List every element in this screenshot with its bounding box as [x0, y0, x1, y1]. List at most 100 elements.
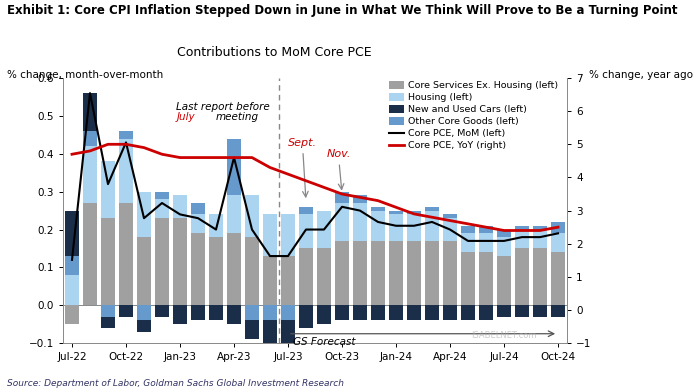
Legend: Core Services Ex. Housing (left), Housing (left), New and Used Cars (left), Othe: Core Services Ex. Housing (left), Housin…	[386, 78, 562, 154]
Text: Contributions to MoM Core PCE: Contributions to MoM Core PCE	[177, 46, 372, 59]
Bar	[119, 131, 133, 138]
Text: Sept.: Sept.	[288, 138, 317, 197]
Bar	[281, 215, 295, 256]
Bar	[407, 211, 421, 215]
Bar	[245, 237, 259, 305]
Text: July: July	[176, 112, 195, 122]
Bar	[191, 203, 204, 214]
Bar	[281, 305, 295, 321]
Text: ISABELNET.com: ISABELNET.com	[471, 331, 537, 340]
Bar	[155, 305, 169, 317]
Text: Exhibit 1: Core CPI Inflation Stepped Down in June in What We Think Will Prove t: Exhibit 1: Core CPI Inflation Stepped Do…	[7, 4, 678, 17]
Bar	[533, 248, 547, 305]
Bar	[443, 215, 456, 218]
Bar	[480, 305, 493, 321]
Bar	[497, 230, 511, 237]
Bar	[407, 241, 421, 305]
Bar	[317, 211, 330, 248]
Bar	[245, 305, 259, 321]
Bar	[228, 138, 241, 195]
Bar	[83, 203, 97, 305]
Bar	[155, 191, 169, 199]
Text: % change, month-over-month: % change, month-over-month	[7, 70, 163, 80]
Bar	[389, 211, 402, 215]
Bar	[65, 256, 78, 275]
Bar	[209, 215, 223, 237]
Bar	[354, 195, 367, 203]
Bar	[533, 230, 547, 248]
Bar	[497, 305, 511, 317]
Bar	[533, 226, 547, 230]
Bar	[102, 317, 115, 328]
Bar	[209, 305, 223, 321]
Bar	[335, 241, 349, 305]
Bar	[263, 256, 276, 305]
Bar	[300, 215, 313, 248]
Bar	[263, 215, 276, 256]
Bar	[335, 203, 349, 241]
Bar	[228, 233, 241, 305]
Bar	[83, 146, 97, 203]
Bar	[426, 241, 439, 305]
Bar	[407, 305, 421, 321]
Bar	[443, 305, 456, 321]
Bar	[102, 218, 115, 305]
Bar	[461, 226, 475, 233]
Bar	[515, 305, 528, 317]
Bar	[228, 195, 241, 233]
Bar	[209, 237, 223, 305]
Bar	[497, 237, 511, 256]
Bar	[426, 207, 439, 211]
Bar	[263, 321, 276, 347]
Bar	[552, 233, 565, 252]
Bar	[497, 256, 511, 305]
Bar	[83, 131, 97, 146]
Text: Nov.: Nov.	[326, 149, 351, 190]
Bar	[83, 93, 97, 131]
Bar	[371, 241, 385, 305]
Text: Source: Department of Labor, Goldman Sachs Global Investment Research: Source: Department of Labor, Goldman Sac…	[7, 379, 344, 388]
Bar	[389, 241, 402, 305]
Bar	[281, 256, 295, 305]
Bar	[354, 241, 367, 305]
Bar	[552, 252, 565, 305]
Bar	[389, 305, 402, 321]
Bar	[137, 237, 150, 305]
Bar	[533, 305, 547, 317]
Bar	[191, 233, 204, 305]
Text: meeting: meeting	[216, 112, 259, 122]
Bar	[300, 305, 313, 328]
Bar	[335, 191, 349, 203]
Bar	[174, 195, 187, 218]
Bar	[281, 321, 295, 347]
Bar	[480, 252, 493, 305]
Bar	[228, 305, 241, 324]
Bar	[389, 215, 402, 241]
Bar	[317, 305, 330, 324]
Bar	[461, 252, 475, 305]
Bar	[335, 305, 349, 321]
Bar	[371, 207, 385, 211]
Bar	[174, 218, 187, 305]
Bar	[480, 233, 493, 252]
Bar	[371, 211, 385, 241]
Bar	[300, 248, 313, 305]
Bar	[371, 305, 385, 321]
Bar	[65, 211, 78, 256]
Bar	[515, 226, 528, 230]
Bar	[426, 211, 439, 241]
Bar	[155, 199, 169, 218]
Bar	[102, 161, 115, 218]
Bar	[552, 222, 565, 233]
Bar	[461, 305, 475, 321]
Bar	[191, 305, 204, 321]
Text: Last report before: Last report before	[176, 102, 270, 112]
Bar	[317, 248, 330, 305]
Bar	[461, 233, 475, 252]
Bar	[426, 305, 439, 321]
Bar	[407, 215, 421, 241]
Bar	[552, 305, 565, 317]
Bar	[137, 191, 150, 237]
Text: % change, year ago: % change, year ago	[589, 70, 693, 80]
Bar	[443, 218, 456, 241]
